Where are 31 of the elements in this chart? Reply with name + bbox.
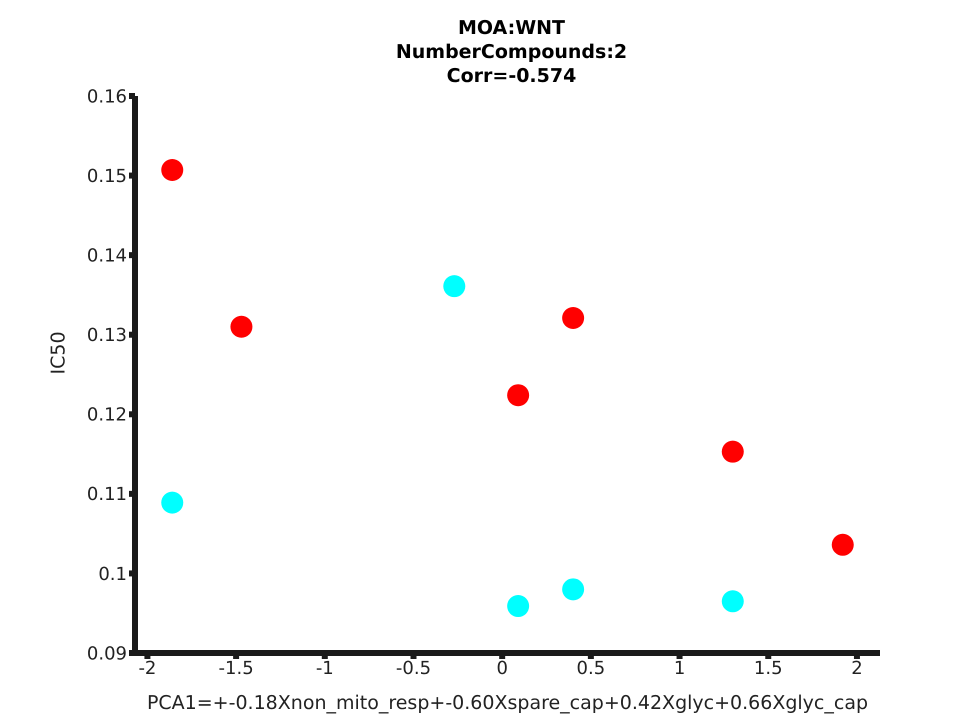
y-tick-label: 0.1 [98, 564, 127, 585]
point [722, 440, 744, 463]
point [161, 159, 184, 181]
y-tick-label: 0.12 [86, 404, 127, 426]
y-tick-label: 0.09 [86, 643, 127, 664]
point [507, 384, 530, 406]
x-tick-label: 2 [851, 658, 863, 679]
x-tick-label: -1 [316, 658, 334, 679]
point [161, 492, 184, 514]
x-tick-label: 0 [496, 658, 508, 679]
x-tick-label: 0.5 [576, 658, 606, 679]
point [507, 595, 530, 618]
x-tick-label: -1.5 [218, 658, 254, 679]
y-axis-title: IC50 [48, 331, 70, 374]
point [832, 534, 854, 556]
y-tick-label: 0.13 [86, 325, 127, 346]
x-tick-label: -2 [138, 658, 156, 679]
y-tick-label: 0.15 [86, 166, 127, 187]
y-tick-label: 0.11 [86, 484, 127, 506]
x-tick-label: 1.5 [754, 658, 783, 679]
x-tick-label: -0.5 [396, 658, 432, 679]
point [443, 275, 466, 298]
point [230, 316, 252, 338]
x-axis-title: PCA1=+-0.18Xnon_mito_resp+-0.60Xspare_cap+0.42Xglyc+0.66Xglyc_cap [146, 692, 868, 714]
point [562, 578, 584, 600]
y-tick-label: 0.14 [86, 246, 127, 267]
y-tick-label: 0.16 [86, 86, 127, 108]
x-tick-label: 1 [674, 658, 686, 679]
chart-title: MOA:WNT NumberCompounds:2 Corr=-0.574 [394, 16, 628, 88]
point [722, 590, 744, 612]
point [562, 307, 584, 330]
